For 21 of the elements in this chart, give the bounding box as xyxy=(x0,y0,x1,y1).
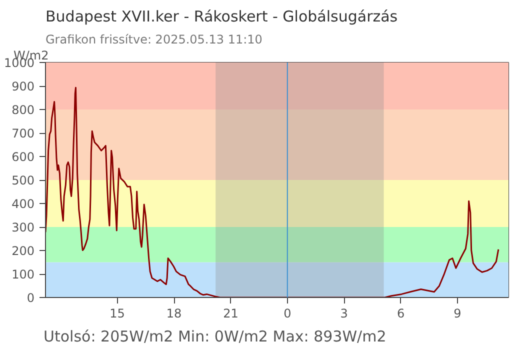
x-tick-label: 6 xyxy=(396,306,405,320)
chart-subtitle: Grafikon frissítve: 2025.05.13 11:10 xyxy=(46,32,262,46)
y-tick-label: 500 xyxy=(12,174,34,188)
x-tick-label: 21 xyxy=(223,306,238,320)
y-tick-label: 700 xyxy=(12,126,34,140)
x-tick-label: 0 xyxy=(284,306,292,320)
y-tick-label: 900 xyxy=(12,80,34,94)
y-tick-label: 800 xyxy=(12,103,34,117)
x-tick-label: 18 xyxy=(166,306,182,320)
y-tick-label: 600 xyxy=(12,150,34,164)
y-tick-label: 400 xyxy=(12,197,34,211)
x-tick-label: 9 xyxy=(454,306,462,320)
line-series xyxy=(46,86,500,298)
y-tick-label: 100 xyxy=(12,268,34,282)
y-tick-label: 300 xyxy=(12,220,34,234)
y-tick-label: 0 xyxy=(26,291,35,305)
text: Utolsó: 205W/m2 Min: 0W/m2 Max: 893W/m2 xyxy=(44,328,386,346)
x-tick-label: 3 xyxy=(340,306,348,320)
x-tick-label: 15 xyxy=(110,306,125,320)
chart-title: Budapest XVII.ker - Rákoskert - Globálsugárzás xyxy=(46,8,398,26)
y-tick-label: 200 xyxy=(12,244,34,258)
